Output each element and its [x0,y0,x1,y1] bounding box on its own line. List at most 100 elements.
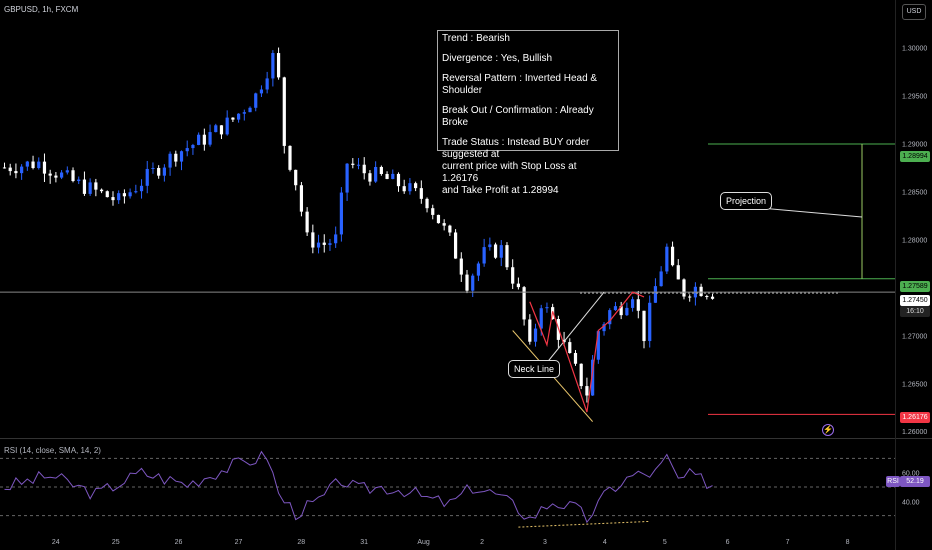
candle [459,252,463,282]
candle-body [128,192,132,197]
candle-body [322,242,326,245]
candle [2,162,7,169]
candle [48,169,52,184]
candle-body [37,161,41,169]
candle [482,238,486,267]
candle-body [54,175,58,178]
candle [568,338,572,354]
candle-body [688,296,692,298]
currency-button[interactable]: USD [902,4,926,20]
candle [659,266,663,287]
candle [299,181,304,217]
price-tick-label: 1.28500 [902,189,927,196]
candle-body [122,193,127,197]
candle [579,363,583,390]
candle [305,207,309,237]
candle [356,157,361,170]
candle [122,189,127,204]
candle [174,150,178,167]
candle-body [42,161,47,174]
candle-body [168,153,172,168]
candle [682,278,686,300]
candle-body [419,188,423,199]
candle-body [568,342,572,353]
candle [630,296,635,312]
candle [419,180,423,204]
time-tick-label: 5 [663,539,667,546]
candle-body [145,168,149,186]
candle [448,224,452,236]
time-tick-label: 25 [112,539,120,546]
candle-body [242,112,246,114]
candle-body [48,173,52,176]
candle [431,204,435,220]
candle [665,243,669,275]
candle-body [214,125,218,133]
candle [54,171,58,183]
candle-body [465,274,469,291]
candle [642,310,646,349]
candle [465,269,469,294]
candle [237,113,241,123]
candle [699,283,703,297]
candle-body [237,113,241,120]
projection-pointer [759,207,863,218]
time-tick-label: 7 [786,539,790,546]
candle [636,290,640,319]
candle-body [265,78,269,90]
price-tick-label: 1.29500 [902,94,927,101]
candle-body [522,287,526,320]
candle-body [77,179,81,182]
candle-body [299,185,304,212]
candle-body [396,173,401,187]
candle [602,322,606,336]
time-tick-label: 24 [52,539,60,546]
candle-body [710,296,715,299]
candle-body [339,192,343,235]
candle-body [94,182,98,190]
candle-body [613,306,618,311]
candle [391,169,395,180]
candle-body [2,167,7,169]
candle [294,169,298,191]
candle [77,176,81,185]
candle [374,161,378,183]
candle [105,190,109,198]
price-tick-label: 1.27000 [902,333,927,340]
candle [345,163,349,201]
candle-body [608,310,612,325]
candle-body [499,245,503,258]
candle-body [362,164,366,174]
rsi-value-tag: 52.19 [900,476,930,487]
lightning-icon[interactable]: ⚡ [822,424,834,436]
candle-body [573,352,578,364]
candle [339,187,343,242]
candle-body [368,173,372,182]
candle [128,188,132,199]
candle [396,172,401,192]
candle [436,214,441,224]
candle-body [139,185,144,192]
candle-body [157,167,161,176]
candle [625,302,629,317]
candle-body [31,161,35,169]
candle-body [288,145,292,170]
candle [185,140,189,157]
time-tick-label: 4 [603,539,607,546]
candle-body [134,191,138,193]
projection-callout: Projection [720,192,773,210]
candle-body [305,211,309,233]
candle-body [682,279,686,297]
candle [265,71,269,94]
candle [619,301,623,320]
candle [408,178,412,195]
candle [179,150,184,171]
candle-body [625,307,629,316]
trade-status-text: Trade Status : Instead BUY order suggest… [442,137,590,196]
candle-body [408,183,412,192]
candle [442,219,446,231]
candle-body [294,169,298,186]
candle [197,132,201,146]
rsi-label-tag: RSI [886,476,900,487]
